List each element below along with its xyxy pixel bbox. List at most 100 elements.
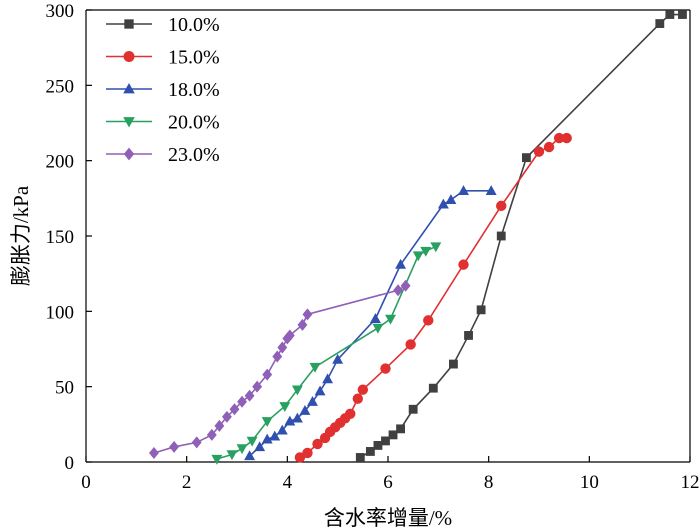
data-point bbox=[294, 452, 306, 463]
data-point bbox=[405, 339, 416, 350]
legend: 10.0% 15.0% 18.0% 20.0% 23.0% bbox=[106, 14, 220, 166]
data-point bbox=[229, 403, 240, 416]
axis-ticks: 0 2 4 6 8 10 12 0 50 100 150 200 250 300 bbox=[46, 1, 700, 493]
y-axis-title: 膨胀力/kPa bbox=[9, 185, 33, 286]
data-point bbox=[678, 10, 687, 19]
y-tick-label: 100 bbox=[46, 302, 75, 323]
data-point bbox=[284, 329, 295, 342]
data-point bbox=[476, 305, 486, 315]
data-point bbox=[395, 258, 407, 269]
data-point bbox=[284, 415, 296, 426]
data-point bbox=[169, 440, 180, 453]
data-point bbox=[445, 194, 457, 204]
data-point bbox=[372, 323, 384, 334]
data-point bbox=[282, 332, 293, 345]
data-point bbox=[291, 412, 303, 423]
legend-label: 15.0% bbox=[168, 47, 220, 69]
legend-item: 18.0% bbox=[106, 79, 220, 101]
data-point bbox=[269, 430, 281, 441]
data-point bbox=[252, 380, 263, 393]
data-point bbox=[149, 446, 159, 459]
data-point bbox=[246, 436, 258, 447]
x-tick-label: 12 bbox=[681, 472, 700, 493]
data-point bbox=[412, 251, 424, 262]
data-point bbox=[345, 408, 356, 419]
legend-label: 20.0% bbox=[168, 112, 220, 134]
data-point bbox=[307, 396, 318, 406]
series-line bbox=[249, 190, 492, 457]
data-point bbox=[496, 231, 506, 241]
legend-label: 18.0% bbox=[168, 79, 220, 101]
data-point bbox=[496, 200, 507, 212]
data-point bbox=[261, 417, 273, 428]
y-tick-label: 250 bbox=[46, 76, 75, 97]
data-point bbox=[309, 362, 321, 373]
y-tick-label: 0 bbox=[65, 453, 75, 474]
data-point bbox=[665, 10, 675, 19]
x-tick-label: 8 bbox=[484, 472, 494, 493]
data-point bbox=[437, 198, 449, 209]
series-line bbox=[299, 137, 567, 459]
data-point bbox=[254, 441, 266, 452]
data-point bbox=[221, 410, 232, 423]
data-point bbox=[276, 424, 288, 435]
series-2 bbox=[244, 185, 497, 461]
y-tick-label: 50 bbox=[55, 378, 74, 399]
series-3 bbox=[211, 242, 442, 465]
data-point bbox=[458, 185, 469, 195]
data-point bbox=[449, 359, 458, 369]
data-point bbox=[521, 153, 531, 163]
data-point bbox=[561, 132, 572, 144]
y-tick-label: 150 bbox=[46, 227, 75, 248]
data-point bbox=[485, 185, 497, 195]
legend-marker bbox=[123, 147, 135, 161]
y-tick-label: 200 bbox=[46, 152, 75, 173]
data-point bbox=[396, 424, 406, 434]
legend-item: 23.0% bbox=[106, 144, 220, 166]
data-point bbox=[211, 454, 223, 465]
x-tick-label: 10 bbox=[580, 472, 599, 493]
legend-item: 10.0% bbox=[106, 14, 220, 36]
data-point bbox=[291, 385, 303, 396]
data-point bbox=[373, 441, 383, 450]
data-point bbox=[191, 436, 202, 449]
legend-label: 10.0% bbox=[168, 14, 220, 36]
data-point bbox=[388, 430, 398, 440]
series-0 bbox=[355, 10, 687, 462]
data-point bbox=[302, 447, 313, 459]
data-point bbox=[357, 384, 369, 395]
x-axis-title: 含水率增量/% bbox=[324, 506, 452, 530]
data-point bbox=[262, 368, 273, 381]
series-1 bbox=[294, 132, 572, 463]
data-point bbox=[322, 373, 334, 384]
data-point bbox=[226, 450, 238, 461]
data-point bbox=[206, 428, 217, 441]
data-point bbox=[277, 341, 288, 354]
data-point bbox=[332, 353, 344, 364]
data-point bbox=[272, 350, 283, 363]
data-point bbox=[543, 141, 555, 153]
legend-marker bbox=[124, 19, 134, 29]
data-point bbox=[355, 453, 365, 462]
data-point bbox=[244, 389, 255, 402]
series-4 bbox=[149, 279, 411, 459]
data-point bbox=[428, 383, 438, 393]
series-line bbox=[359, 13, 683, 459]
data-point bbox=[380, 363, 391, 374]
legend-marker bbox=[123, 117, 135, 128]
x-tick-label: 4 bbox=[283, 472, 293, 493]
data-point bbox=[237, 395, 247, 408]
plot-frame bbox=[85, 9, 691, 463]
data-point bbox=[464, 331, 473, 340]
data-point bbox=[297, 318, 308, 331]
data-point bbox=[236, 444, 248, 455]
series-line bbox=[153, 285, 407, 454]
data-point bbox=[423, 315, 434, 326]
legend-marker bbox=[123, 82, 135, 94]
data-point bbox=[312, 438, 323, 450]
data-point bbox=[458, 259, 469, 270]
x-tick-label: 0 bbox=[81, 472, 91, 493]
legend-marker bbox=[123, 51, 135, 62]
x-tick-label: 2 bbox=[182, 472, 192, 493]
